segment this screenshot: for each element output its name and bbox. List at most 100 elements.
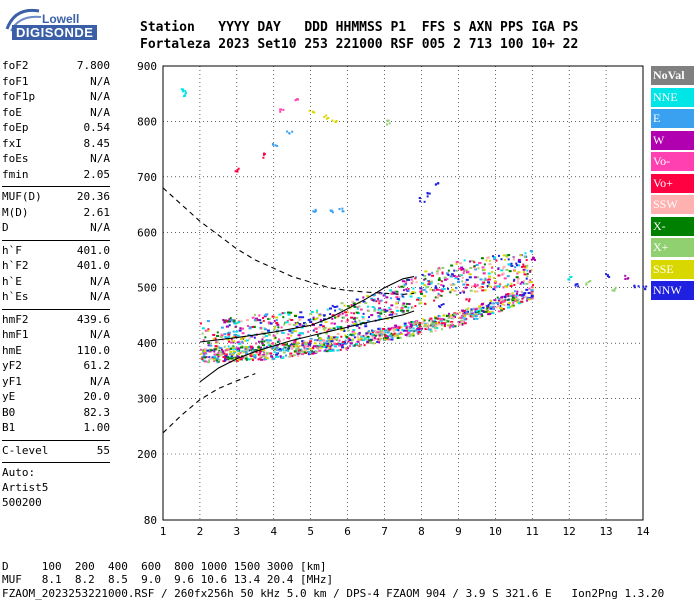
- echo-point: [320, 345, 323, 348]
- echo-point: [227, 338, 231, 341]
- echo-point: [378, 334, 381, 337]
- param-row: B0 82.3: [2, 406, 110, 422]
- echo-point: [513, 298, 517, 301]
- echo-point: [461, 276, 464, 279]
- echo-point: [493, 307, 496, 310]
- echo-point: [329, 338, 333, 341]
- echo-point: [506, 293, 510, 296]
- echo-point: [530, 258, 533, 261]
- echo-point: [203, 356, 207, 359]
- echo-point: [358, 332, 361, 335]
- echo-point: [385, 309, 389, 312]
- echo-point: [453, 269, 456, 272]
- echo-point: [241, 340, 244, 343]
- echo-point: [315, 309, 318, 312]
- echo-point: [645, 285, 648, 288]
- echo-point: [240, 320, 243, 323]
- echo-point: [452, 323, 455, 326]
- echo-point: [464, 317, 467, 320]
- echo-point: [206, 320, 210, 323]
- echo-point: [267, 344, 271, 347]
- echo-point: [249, 335, 252, 338]
- echo-point: [367, 337, 370, 340]
- echo-point: [340, 328, 344, 331]
- echo-point: [379, 327, 382, 330]
- param-row: yF2 61.2: [2, 359, 110, 375]
- echo-point: [314, 318, 318, 321]
- echo-point: [352, 329, 356, 332]
- echo-point: [434, 285, 437, 288]
- echo-point: [512, 301, 515, 304]
- echo-point: [420, 288, 423, 291]
- echo-point: [388, 313, 391, 316]
- param-name: foF1p: [2, 90, 36, 103]
- echo-point: [260, 340, 264, 343]
- echo-point: [298, 349, 302, 352]
- echo-point: [516, 277, 520, 280]
- echo-point: [387, 338, 391, 341]
- echo-point: [333, 345, 336, 348]
- echo-point: [423, 295, 427, 298]
- echo-point: [282, 312, 286, 315]
- echo-point: [358, 333, 361, 336]
- y-tick-label: 800: [137, 115, 157, 128]
- echo-point: [340, 308, 344, 311]
- echo-point: [448, 312, 451, 315]
- echo-point: [491, 312, 495, 315]
- echo-point: [370, 314, 374, 317]
- echo-point: [511, 292, 514, 295]
- echo-point: [515, 294, 519, 297]
- echo-point: [474, 283, 477, 286]
- echo-point: [455, 269, 458, 272]
- echo-point: [524, 252, 527, 255]
- echo-point: [379, 292, 383, 295]
- param-value: 7.800: [76, 59, 110, 72]
- echo-point: [362, 312, 365, 315]
- echo-point: [309, 339, 312, 342]
- echo-point: [282, 348, 285, 351]
- echo-point: [217, 352, 220, 355]
- echo-point: [282, 316, 285, 319]
- echo-point: [404, 305, 408, 308]
- echo-point: [205, 356, 208, 359]
- echo-point: [216, 345, 220, 348]
- echo-point: [317, 326, 321, 329]
- echo-point: [259, 358, 263, 361]
- echo-point: [585, 282, 588, 285]
- param-name: yF2: [2, 359, 22, 372]
- echo-point: [516, 264, 519, 267]
- y-tick-label: 300: [137, 393, 157, 406]
- echo-point: [476, 317, 479, 320]
- echo-point: [202, 359, 206, 362]
- echo-point: [327, 338, 330, 341]
- footer-file-info: FZAOM_2023253221000.RSF / 260fx256h 50 k…: [2, 587, 665, 600]
- echo-point: [207, 341, 211, 344]
- echo-point: [439, 268, 442, 271]
- echo-point: [322, 327, 326, 330]
- echo-point: [453, 325, 457, 328]
- echo-point: [325, 350, 329, 353]
- echo-point: [346, 319, 349, 322]
- echo-point: [369, 339, 373, 342]
- echo-point: [522, 282, 525, 285]
- echo-point: [507, 295, 510, 298]
- echo-point: [390, 313, 394, 316]
- echo-point: [386, 331, 390, 334]
- echo-point: [361, 317, 365, 320]
- echo-point: [323, 343, 326, 346]
- echo-point: [501, 303, 504, 306]
- echo-point: [312, 345, 316, 348]
- echo-point: [350, 304, 353, 307]
- echo-point: [502, 267, 505, 270]
- echo-point: [383, 310, 387, 313]
- echo-point: [446, 278, 449, 281]
- echo-point: [441, 267, 445, 270]
- echo-point: [327, 348, 330, 351]
- echo-point: [378, 307, 382, 310]
- echo-point: [222, 356, 226, 359]
- echo-point: [232, 341, 235, 344]
- echo-point: [437, 323, 441, 326]
- echo-point: [488, 259, 491, 262]
- param-row: MUF(D) 20.36: [2, 190, 110, 206]
- echo-point: [237, 321, 241, 324]
